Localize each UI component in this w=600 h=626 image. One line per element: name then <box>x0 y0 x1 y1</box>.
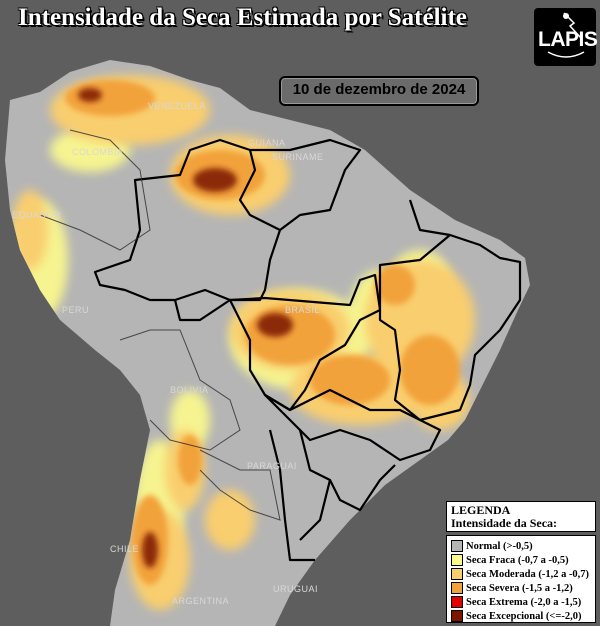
country-label-venezuela: VENEZUELA <box>148 101 207 111</box>
legend-item: Normal (>-0,5) <box>451 539 595 553</box>
legend-label: Seca Moderada (-1,2 a -0,7) <box>466 568 590 580</box>
legend-item: Seca Moderada (-1,2 a -0,7) <box>451 567 595 581</box>
country-label-argentina: ARGENTINA <box>172 596 230 606</box>
country-label-colombia: COLOMBIA <box>72 147 124 157</box>
date-box: 10 de dezembro de 2024 <box>279 76 479 106</box>
legend-item: Seca Excepcional (<=-2,0) <box>451 609 595 623</box>
country-label-uruguai: URUGUAI <box>273 584 319 594</box>
country-label-brasil: BRASIL <box>285 305 321 315</box>
date-label: 10 de dezembro de 2024 <box>292 81 466 98</box>
country-label-bolivia: BOLIVIA <box>170 385 209 395</box>
country-label-paraguai: PARAGUAI <box>247 461 297 471</box>
legend-item: Seca Extrema (-2,0 a -1,5) <box>451 595 595 609</box>
logo-text: LAPIS <box>538 28 598 51</box>
country-label-equador: EQUADOR <box>12 210 62 220</box>
legend-swatch <box>451 540 463 552</box>
legend-title: LEGENDA <box>451 503 511 517</box>
legend-label: Normal (>-0,5) <box>466 540 533 552</box>
legend-subtitle: Intensidade da Seca: <box>451 516 558 530</box>
legend-swatch <box>451 582 463 594</box>
legend-swatch <box>451 554 463 566</box>
country-borders <box>39 129 281 521</box>
legend-swatch <box>451 568 463 580</box>
state-borders <box>93 138 522 562</box>
legend: Normal (>-0,5) Seca Fraca (-0,7 a -0,5) … <box>446 535 596 623</box>
country-label-chile: CHILE <box>110 544 140 554</box>
legend-label: Seca Extrema (-2,0 a -1,5) <box>466 596 582 608</box>
map-title: Intensidade da Seca Estimada por Satélit… <box>18 4 467 31</box>
legend-header: LEGENDA Intensidade da Seca: <box>446 501 596 532</box>
country-label-guiana: GUIANA <box>248 138 286 148</box>
legend-item: Seca Severa (-1,5 a -1,2) <box>451 581 595 595</box>
legend-item: Seca Fraca (-0,7 a -0,5) <box>451 553 595 567</box>
legend-label: Seca Excepcional (<=-2,0) <box>466 610 582 622</box>
legend-label: Seca Fraca (-0,7 a -0,5) <box>466 554 569 566</box>
legend-swatch <box>451 610 463 622</box>
country-label-suriname: SURINAME <box>272 152 324 162</box>
lapis-logo: LAPIS <box>534 8 598 66</box>
legend-label: Seca Severa (-1,5 a -1,2) <box>466 582 573 594</box>
legend-swatch <box>451 596 463 608</box>
country-label-peru: PERU <box>62 305 90 315</box>
